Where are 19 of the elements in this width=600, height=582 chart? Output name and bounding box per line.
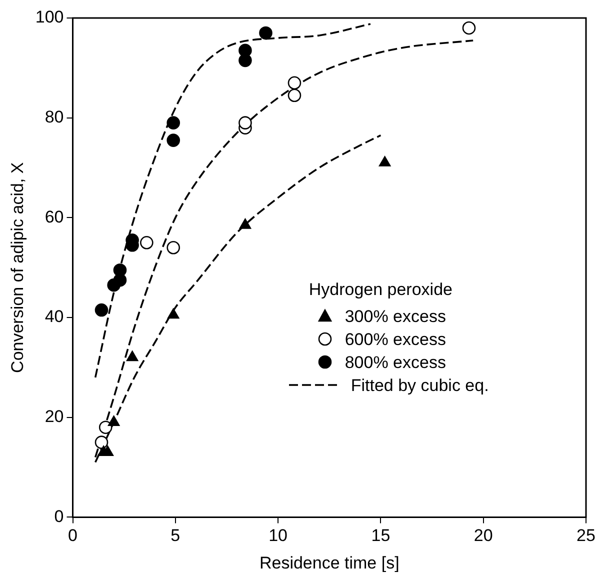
x-axis-title: Residence time [s] (259, 553, 400, 572)
y-axis-title: Conversion of adipic acid, X (8, 162, 27, 373)
x-tick-label: 15 (371, 526, 390, 546)
y-tick-label: 40 (44, 307, 64, 326)
x-tick-label: 5 (170, 526, 180, 546)
x-tick-label: 0 (68, 526, 78, 546)
legend-label: Fitted by cubic eq. (350, 374, 489, 397)
y-tick-label: 0 (54, 506, 64, 526)
legend-label: 600% excess (344, 328, 446, 351)
y-tick-label: 60 (44, 207, 64, 226)
legend-label: 800% excess (344, 352, 446, 374)
x-tick-label: 10 (268, 526, 288, 546)
y-tick-label: 20 (44, 407, 64, 426)
legend-title: Hydrogen peroxide (308, 278, 454, 301)
y-tick-label: 80 (44, 108, 64, 127)
x-tick-label: 20 (474, 526, 493, 546)
y-tick-label: 100 (35, 8, 64, 27)
x-tick-label: 25 (576, 526, 596, 546)
legend-label: 300% excess (344, 306, 446, 328)
